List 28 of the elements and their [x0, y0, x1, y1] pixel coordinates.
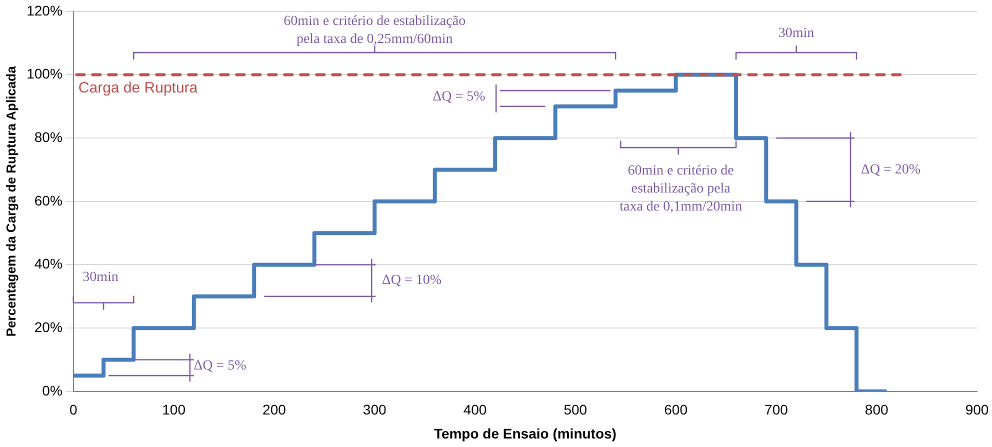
x-tick-label: 200	[262, 402, 286, 418]
y-tick-label: 120%	[26, 2, 62, 18]
x-tick-label: 700	[764, 402, 788, 418]
y-tick-label: 40%	[34, 256, 62, 272]
x-tick-label: 800	[864, 402, 888, 418]
annotation: 60min e critério de estabilização pela taxa de 0,1mm/20min	[620, 163, 742, 214]
y-tick-label: 60%	[34, 192, 62, 208]
annotation: ΔQ = 10%	[382, 273, 442, 288]
y-tick-label: 80%	[34, 128, 62, 145]
annotation: 60min e critério de estabilização pela taxa de 0,25mm/60min	[284, 14, 466, 48]
annotation: ΔQ = 5%	[194, 358, 247, 374]
x-tick-label: 900	[965, 402, 989, 418]
y-axis-title: Percentagem da Carga de Ruptura Aplicada	[3, 65, 18, 337]
x-tick-label: 100	[162, 402, 186, 418]
y-tick-label: 20%	[34, 318, 62, 335]
annotation: 30min	[778, 26, 814, 42]
x-tick-label: 600	[664, 402, 688, 418]
annotation: ΔQ = 20%	[860, 162, 921, 178]
annotation: ΔQ = 5%	[432, 90, 486, 105]
y-tick-label: 100%	[26, 66, 62, 82]
y-tick-label: 0%	[42, 382, 62, 398]
x-tick-label: 0	[70, 402, 78, 418]
x-tick-label: 500	[564, 402, 588, 418]
x-tick-label: 400	[463, 402, 487, 418]
x-tick-label: 300	[362, 402, 386, 418]
annotation: 30min	[82, 270, 118, 286]
x-axis-title: Tempo de Ensaio (minutos)	[434, 425, 616, 442]
ref-line-label: Carga de Ruptura	[78, 79, 198, 96]
